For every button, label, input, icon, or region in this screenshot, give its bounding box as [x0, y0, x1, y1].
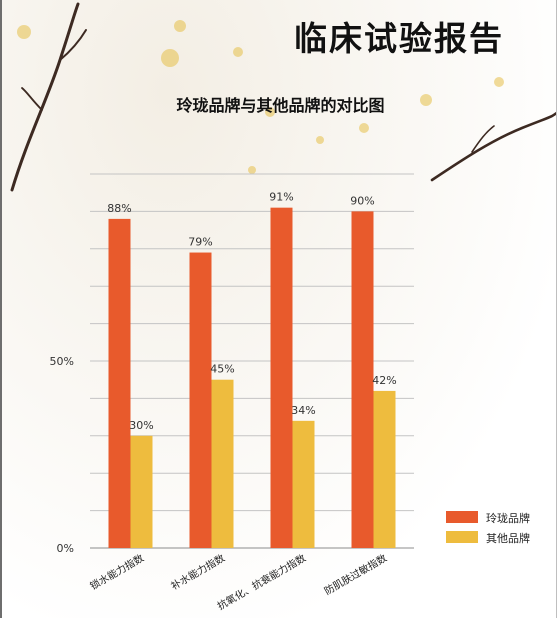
bar: [373, 390, 396, 548]
data-label: 91%: [269, 191, 293, 204]
legend-label: 玲珑品牌: [486, 511, 530, 525]
bar: [211, 379, 234, 548]
data-label: 42%: [372, 374, 396, 387]
data-label: 34%: [291, 404, 315, 417]
bar: [351, 211, 374, 548]
report-title: 临床试验报告: [294, 19, 504, 58]
legend-swatch: [446, 511, 478, 523]
y-tick-label: 50%: [50, 355, 74, 368]
bar: [108, 218, 131, 548]
x-tick-label: 抗氧化、抗衰能力指数: [215, 551, 308, 612]
x-tick-label: 防肌肤过敏指数: [322, 551, 389, 597]
bar: [270, 207, 293, 548]
data-label: 45%: [210, 363, 234, 376]
data-label: 30%: [129, 419, 153, 432]
data-label: 79%: [188, 236, 212, 249]
chart-title: 玲珑品牌与其他品牌的对比图: [176, 96, 385, 115]
legend-swatch: [446, 531, 478, 543]
x-tick-label: 锁水能力指数: [88, 551, 146, 592]
y-tick-label: 0%: [57, 542, 74, 555]
data-label: 88%: [107, 202, 131, 215]
bar: [130, 435, 153, 548]
bar: [189, 252, 212, 549]
legend-label: 其他品牌: [486, 531, 530, 545]
bar: [292, 420, 315, 548]
x-tick-label: 补水能力指数: [169, 551, 227, 592]
data-label: 90%: [350, 194, 374, 207]
